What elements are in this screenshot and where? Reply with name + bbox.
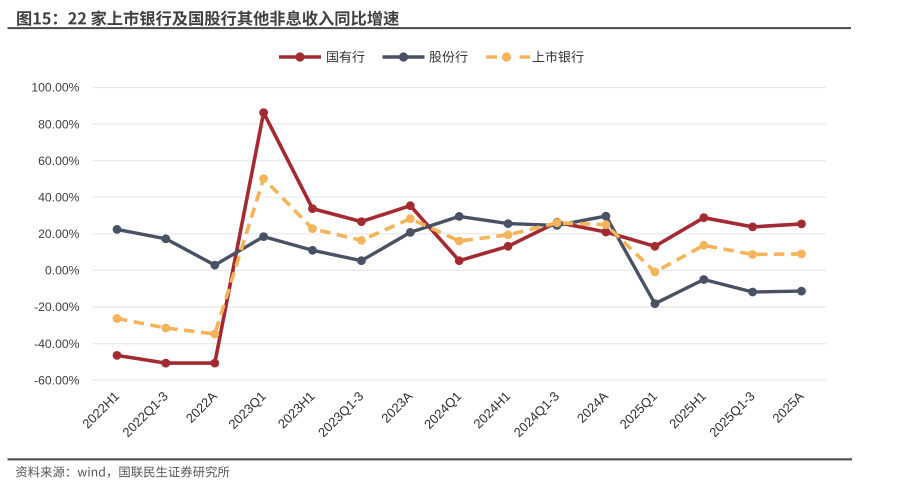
svg-text:-20.00%: -20.00% — [34, 300, 80, 314]
svg-text:2025Q1-3: 2025Q1-3 — [706, 389, 757, 440]
svg-text:-40.00%: -40.00% — [34, 337, 80, 351]
svg-text:2023A: 2023A — [378, 388, 415, 425]
svg-text:2023Q1: 2023Q1 — [225, 389, 268, 432]
svg-text:2023Q1-3: 2023Q1-3 — [315, 389, 366, 440]
svg-text:2022Q1-3: 2022Q1-3 — [119, 389, 170, 440]
svg-text:2024Q1-3: 2024Q1-3 — [511, 389, 562, 440]
svg-text:2025H1: 2025H1 — [666, 389, 709, 432]
svg-text:2025Q1: 2025Q1 — [617, 389, 660, 432]
svg-text:2024Q1: 2024Q1 — [421, 389, 464, 432]
svg-text:2022A: 2022A — [183, 388, 220, 425]
svg-text:2024H1: 2024H1 — [470, 389, 513, 432]
svg-text:20.00%: 20.00% — [38, 227, 79, 241]
svg-text:60.00%: 60.00% — [38, 154, 79, 168]
svg-text:2023H1: 2023H1 — [275, 389, 318, 432]
svg-text:-60.00%: -60.00% — [34, 373, 80, 387]
svg-text:2025A: 2025A — [769, 388, 806, 425]
svg-text:40.00%: 40.00% — [38, 190, 79, 204]
svg-text:80.00%: 80.00% — [38, 117, 79, 131]
svg-text:2022H1: 2022H1 — [79, 389, 122, 432]
svg-text:100.00%: 100.00% — [31, 81, 79, 95]
svg-text:0.00%: 0.00% — [45, 264, 80, 278]
svg-text:2024A: 2024A — [574, 388, 611, 425]
